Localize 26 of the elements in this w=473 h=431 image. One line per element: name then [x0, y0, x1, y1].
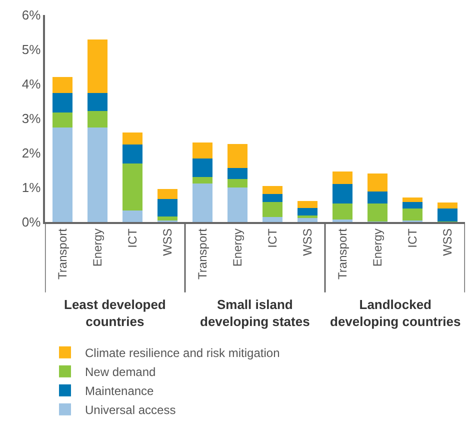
text: Landlocked developing countries [330, 297, 461, 329]
x-tick-label: WSS [300, 228, 314, 256]
x-tick-label: WSS [440, 228, 454, 256]
x-tick-label: Energy [90, 228, 104, 267]
x-tick-label: ICT [265, 228, 280, 248]
y-tick-label: 0% [22, 214, 42, 230]
x-tick-label: ICT [405, 228, 420, 248]
x-tick-label: Transport [195, 228, 210, 280]
y-tick-label: 1% [22, 180, 42, 196]
y-tick-label: 2% [22, 146, 42, 161]
x-tick-label: Energy [370, 228, 384, 267]
text: Least developed countries [64, 297, 166, 329]
text: Small island developing states [200, 297, 310, 329]
y-tick-label: 6% [22, 8, 42, 23]
legend-label: Climate resilience and risk mitigation [85, 346, 280, 360]
x-tick-label: ICT [125, 228, 140, 248]
y-tick-label: 3% [22, 111, 42, 126]
legend-label: Maintenance [85, 384, 154, 398]
x-tick-label: WSS [160, 228, 174, 256]
x-tick-label: Energy [230, 228, 244, 267]
x-tick-label: Transport [335, 228, 350, 280]
y-tick-label: 4% [22, 76, 42, 92]
x-tick-label: Transport [55, 228, 70, 280]
y-tick-label: 5% [22, 42, 42, 58]
legend-label: Universal access [85, 403, 176, 418]
legend-label: New demand [85, 365, 156, 380]
